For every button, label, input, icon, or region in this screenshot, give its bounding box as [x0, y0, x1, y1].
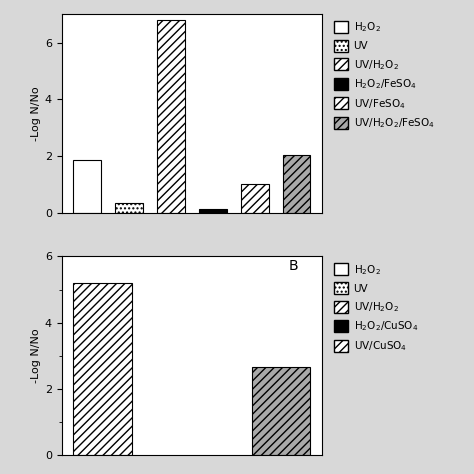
Legend: H$_2$O$_2$, UV, UV/H$_2$O$_2$, H$_2$O$_2$/CuSO$_4$, UV/CuSO$_4$: H$_2$O$_2$, UV, UV/H$_2$O$_2$, H$_2$O$_2…: [333, 262, 419, 354]
Bar: [283, 155, 310, 213]
Text: B: B: [288, 259, 298, 273]
Bar: [73, 160, 101, 213]
Legend: H$_2$O$_2$, UV, UV/H$_2$O$_2$, H$_2$O$_2$/FeSO$_4$, UV/FeSO$_4$, UV/H$_2$O$_2$/F: H$_2$O$_2$, UV, UV/H$_2$O$_2$, H$_2$O$_2…: [333, 19, 436, 131]
Bar: [199, 210, 227, 213]
Bar: [115, 203, 143, 213]
Bar: [157, 20, 185, 213]
Bar: [241, 184, 269, 213]
Y-axis label: -Log N/No: -Log N/No: [31, 328, 41, 383]
Y-axis label: -Log N/No: -Log N/No: [31, 86, 41, 141]
Bar: [73, 283, 132, 455]
Bar: [252, 367, 310, 455]
